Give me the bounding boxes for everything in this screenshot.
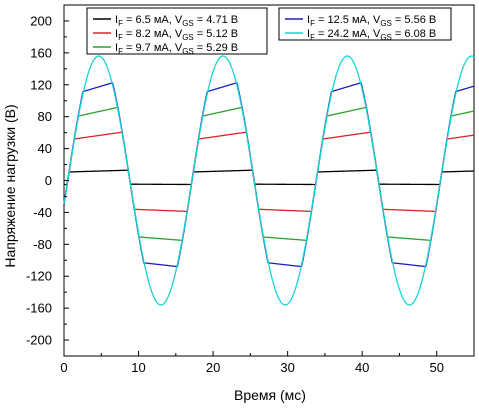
y-tick-label: 200 xyxy=(30,13,52,28)
y-axis-title: Напряжение нагрузки (В) xyxy=(2,104,18,267)
plot-area xyxy=(63,4,475,357)
y-tick-label: -160 xyxy=(26,301,52,316)
series-line-5 xyxy=(63,55,475,306)
y-tick-label: -40 xyxy=(33,205,52,220)
legend-label: IF = 24.2 мА, VGS = 6.08 В xyxy=(307,28,436,42)
legend: IF = 6.5 мА, VGS = 4.71 ВIF = 8.2 мА, VG… xyxy=(86,7,452,56)
plot-frame xyxy=(63,4,475,357)
legend-label: IF = 6.5 мА, VGS = 4.71 В xyxy=(115,14,238,28)
x-tick-label: 40 xyxy=(355,360,369,375)
y-tick-label: -80 xyxy=(33,237,52,252)
legend-label: IF = 12.5 мА, VGS = 5.56 В xyxy=(307,14,436,28)
legend-box-1 xyxy=(86,7,268,55)
legend-box-2 xyxy=(278,7,452,41)
y-tick-label: 0 xyxy=(45,173,52,188)
x-tick-label: 0 xyxy=(60,360,67,375)
x-tick-label: 10 xyxy=(131,360,145,375)
y-tick-label: 40 xyxy=(38,141,52,156)
x-tick-label: 50 xyxy=(429,360,443,375)
y-tick-label: 120 xyxy=(30,77,52,92)
x-tick-label: 30 xyxy=(280,360,294,375)
y-tick-label: -120 xyxy=(26,269,52,284)
y-tick-label: -200 xyxy=(26,333,52,348)
series-line-1 xyxy=(64,169,475,186)
series-layer xyxy=(63,55,475,306)
x-axis-title: Время (мс) xyxy=(234,387,306,403)
x-tick-label: 20 xyxy=(206,360,220,375)
axes: 0 10 20 30 40 50 -200 -160 -120 -80 -40 0 40 80 120 160… xyxy=(26,13,444,375)
y-tick-label: 160 xyxy=(30,45,52,60)
legend-label: IF = 8.2 мА, VGS = 5.12 В xyxy=(115,28,238,42)
legend-label: IF = 9.7 мА, VGS = 5.29 В xyxy=(115,42,238,56)
y-tick-label: 80 xyxy=(38,109,52,124)
